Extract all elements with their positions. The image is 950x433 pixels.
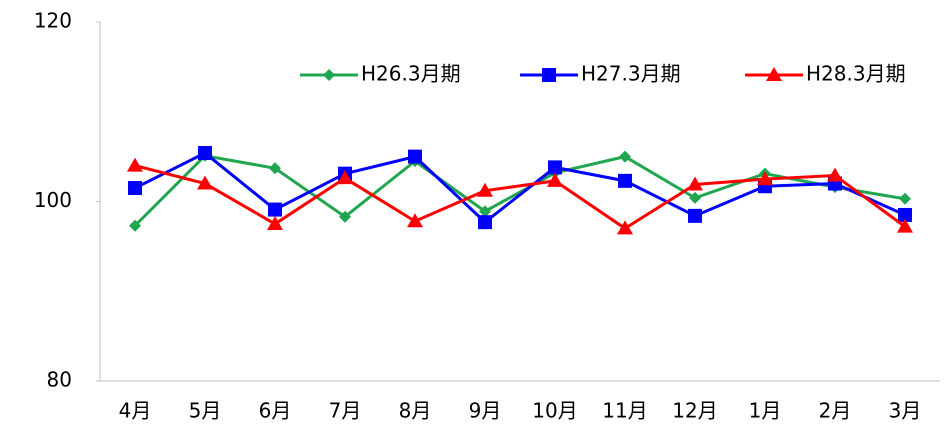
data-point: [547, 172, 563, 187]
y-tick-label: 80: [47, 368, 72, 392]
legend-label: H28.3月期: [806, 62, 906, 86]
data-point: [689, 191, 701, 204]
series-line: [133, 154, 906, 227]
x-tick-label: 8月: [399, 399, 432, 423]
y-tick-label: 100: [34, 188, 72, 212]
data-point: [407, 213, 423, 228]
x-tick-label: 10月: [532, 399, 577, 423]
data-point: [197, 175, 213, 190]
legend-marker: [766, 67, 782, 81]
data-point: [897, 218, 913, 233]
data-point: [269, 162, 281, 175]
data-point: [687, 176, 703, 191]
data-point: [619, 150, 631, 163]
x-tick-label: 1月: [749, 399, 782, 423]
legend-marker: [542, 68, 556, 82]
data-point: [128, 181, 142, 196]
data-point: [198, 146, 212, 161]
x-tick-label: 9月: [469, 399, 502, 423]
y-tick-label: 120: [34, 9, 72, 33]
data-point: [477, 182, 493, 197]
x-tick-label: 2月: [819, 399, 852, 423]
data-point: [478, 215, 492, 230]
legend-label: H26.3月期: [361, 62, 461, 86]
data-point: [757, 171, 773, 186]
data-point: [337, 170, 353, 185]
data-point: [479, 205, 491, 218]
x-tick-label: 11月: [602, 399, 647, 423]
data-point: [127, 157, 143, 172]
x-tick-label: 4月: [119, 399, 152, 423]
data-point: [688, 208, 702, 223]
x-tick-label: 6月: [259, 399, 292, 423]
x-tick-label: 12月: [672, 399, 717, 423]
data-point: [899, 192, 911, 205]
x-tick-label: 5月: [189, 399, 222, 423]
data-point: [618, 173, 632, 188]
data-point: [548, 160, 562, 175]
data-point: [408, 149, 422, 164]
x-tick-label: 7月: [329, 399, 362, 423]
data-point: [268, 202, 282, 217]
data-point: [267, 215, 283, 230]
x-tick-label: 3月: [889, 399, 922, 423]
data-point: [898, 207, 912, 222]
series-line: [134, 164, 906, 231]
data-point: [827, 167, 843, 182]
legend-label: H27.3月期: [581, 62, 681, 86]
data-point: [617, 220, 633, 235]
data-point: [129, 219, 141, 232]
legend-marker: [323, 69, 335, 81]
series-line: [134, 151, 906, 225]
data-point: [339, 210, 351, 223]
